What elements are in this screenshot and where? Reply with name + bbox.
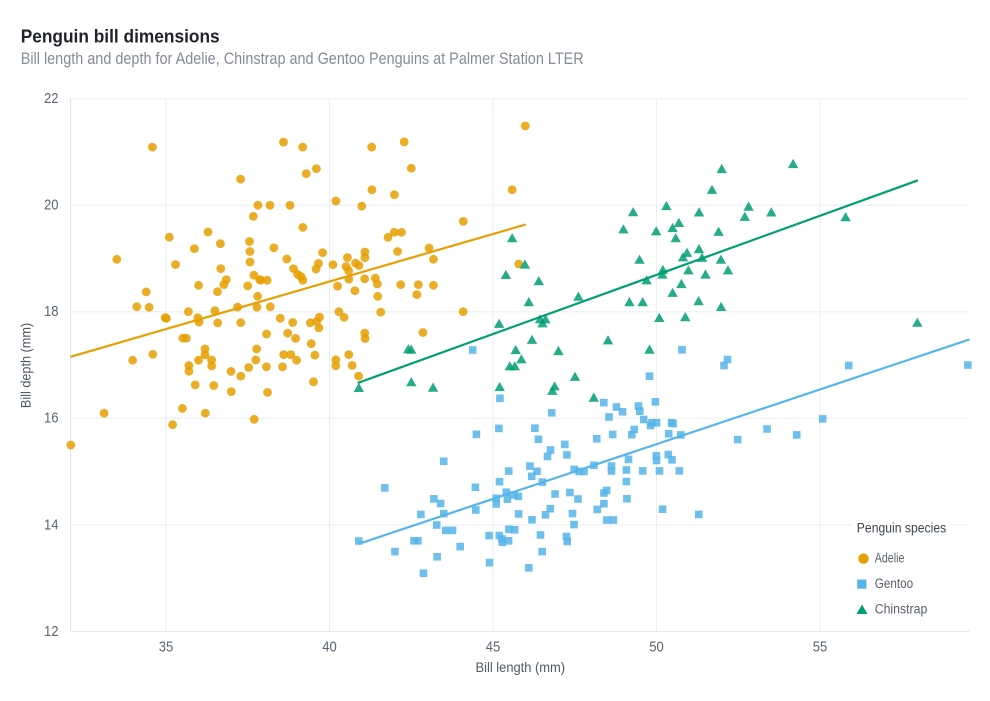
svg-text:Bill length (mm): Bill length (mm) xyxy=(476,660,566,675)
svg-text:Adelie: Adelie xyxy=(875,550,905,565)
svg-text:18: 18 xyxy=(44,303,59,320)
svg-text:45: 45 xyxy=(486,639,501,656)
svg-text:55: 55 xyxy=(813,639,828,656)
svg-text:50: 50 xyxy=(649,639,664,656)
svg-text:Penguin species: Penguin species xyxy=(857,520,946,536)
svg-text:Penguin bill dimensions: Penguin bill dimensions xyxy=(21,26,220,46)
svg-text:Gentoo: Gentoo xyxy=(875,576,914,591)
svg-text:14: 14 xyxy=(44,516,59,533)
svg-text:12: 12 xyxy=(44,623,59,640)
svg-text:Bill length and depth for Adel: Bill length and depth for Adelie, Chinst… xyxy=(21,49,584,68)
svg-text:22: 22 xyxy=(44,90,59,107)
svg-text:Chinstrap: Chinstrap xyxy=(875,601,928,616)
svg-text:16: 16 xyxy=(44,410,59,427)
svg-text:35: 35 xyxy=(159,639,174,656)
svg-text:40: 40 xyxy=(322,639,337,656)
svg-text:Bill depth (mm): Bill depth (mm) xyxy=(18,323,33,408)
svg-text:20: 20 xyxy=(44,197,59,214)
